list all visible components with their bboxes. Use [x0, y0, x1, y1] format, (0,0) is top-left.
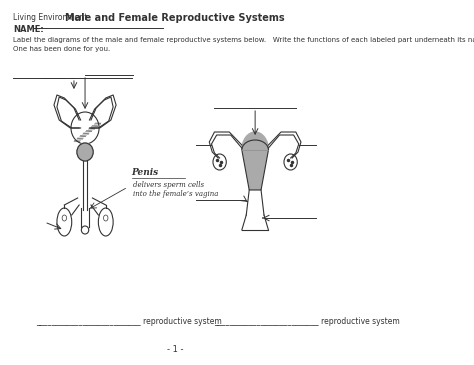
Text: ___________________________ reproductive system: ___________________________ reproductive… [36, 317, 222, 326]
Text: into the female’s vagina: into the female’s vagina [133, 190, 219, 198]
Polygon shape [242, 150, 268, 190]
Text: ___________________________ reproductive system: ___________________________ reproductive… [214, 317, 400, 326]
Text: NAME:: NAME: [13, 25, 44, 34]
Text: delivers sperm cells: delivers sperm cells [133, 181, 204, 189]
Ellipse shape [77, 143, 93, 161]
Text: - 1 -: - 1 - [167, 345, 183, 354]
Text: Penis: Penis [132, 168, 159, 177]
Text: Label the diagrams of the male and female reproductive systems below.   Write th: Label the diagrams of the male and femal… [13, 37, 474, 51]
Text: Living Environment: Living Environment [13, 13, 88, 22]
Wedge shape [242, 132, 268, 150]
Text: Male and Female Reproductive Systems: Male and Female Reproductive Systems [65, 13, 285, 23]
